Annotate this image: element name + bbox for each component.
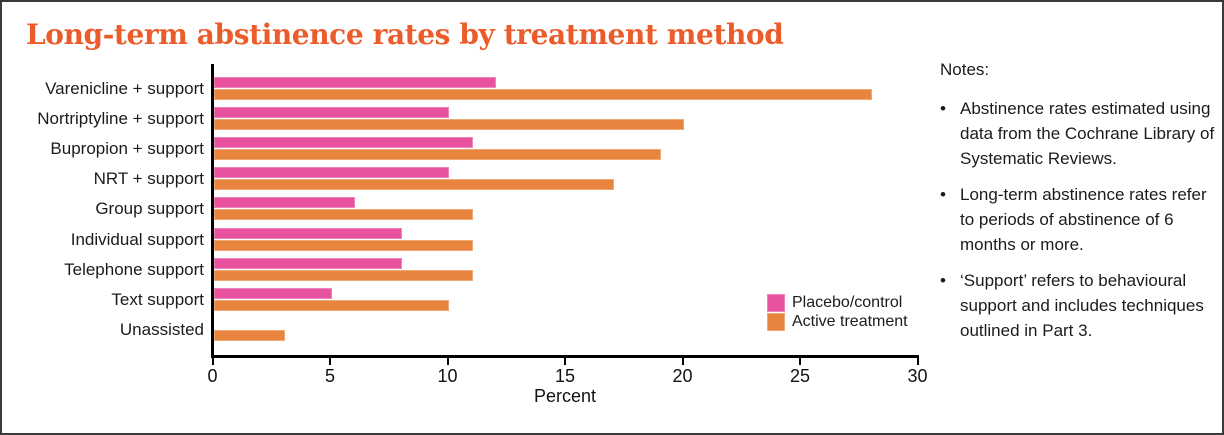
legend-label: Active treatment: [792, 312, 908, 330]
category-label: Bupropion + support: [50, 139, 204, 159]
notes-list: • Abstinence rates estimated using data f…: [940, 96, 1220, 343]
bullet-icon: •: [940, 99, 946, 118]
category-label: NRT + support: [93, 169, 204, 189]
bar-active: [214, 299, 449, 311]
bar-placebo: [214, 107, 449, 119]
note-item: • Long-term abstinence rates refer to per…: [940, 182, 1220, 257]
x-tick-label: 30: [907, 366, 928, 386]
legend-item: Placebo/control: [767, 293, 908, 312]
x-tick: [211, 358, 214, 365]
category-label: Nortriptyline + support: [37, 109, 204, 129]
bullet-icon: •: [940, 271, 946, 290]
notes-panel: Notes: • Abstinence rates estimated using…: [940, 60, 1220, 354]
bullet-icon: •: [940, 185, 946, 204]
category-label: Group support: [95, 199, 204, 219]
x-tick-label: 0: [207, 366, 218, 386]
bar-active: [214, 149, 661, 161]
category-label: Individual support: [70, 229, 204, 249]
legend: Placebo/control Active treatment: [767, 293, 908, 331]
note-text: Long-term abstinence rates refer to peri…: [960, 185, 1207, 254]
bar-active: [214, 179, 614, 191]
note-text: ‘Support’ refers to behavioural support …: [960, 271, 1204, 340]
x-tick: [916, 358, 919, 365]
bar-placebo: [214, 287, 332, 299]
x-tick: [564, 358, 566, 365]
plot-area: [211, 64, 919, 358]
bar-placebo: [214, 77, 496, 88]
x-tick-label: 25: [789, 366, 811, 386]
bar-active: [214, 239, 473, 251]
bar-active: [214, 89, 872, 100]
x-tick-label: 10: [437, 366, 458, 386]
note-text: Abstinence rates estimated using data fr…: [960, 99, 1215, 168]
placebo-swatch-icon: [767, 293, 785, 312]
x-axis-title: Percent: [533, 386, 597, 406]
legend-item: Active treatment: [767, 312, 908, 331]
category-label: Telephone support: [64, 259, 204, 279]
active-swatch-icon: [767, 312, 785, 331]
x-tick: [329, 358, 331, 365]
bar-placebo: [214, 137, 473, 149]
bar-placebo: [214, 227, 402, 239]
legend-label: Placebo/control: [792, 293, 903, 311]
category-label: Varenicline + support: [45, 79, 204, 98]
notes-heading: Notes:: [940, 60, 990, 79]
note-item: • Abstinence rates estimated using data f…: [940, 96, 1220, 171]
x-tick: [799, 358, 801, 365]
x-tick: [446, 358, 449, 365]
x-tick-label: 20: [672, 366, 693, 386]
bar-active: [214, 269, 473, 281]
x-tick: [681, 358, 684, 365]
bar-placebo: [214, 257, 402, 269]
chart-title: Long-term abstinence rates by treatment …: [26, 18, 784, 51]
x-tick-label: 15: [554, 366, 576, 386]
bar-placebo: [214, 197, 355, 209]
bar-active: [214, 329, 285, 341]
category-label: Text support: [111, 289, 204, 309]
x-tick-label: 5: [324, 366, 336, 386]
bar-active: [214, 119, 684, 131]
bar-active: [214, 209, 473, 221]
bar-placebo: [214, 167, 449, 179]
note-item: • ‘Support’ refers to behavioural support…: [940, 268, 1220, 343]
category-label: Unassisted: [119, 319, 204, 339]
